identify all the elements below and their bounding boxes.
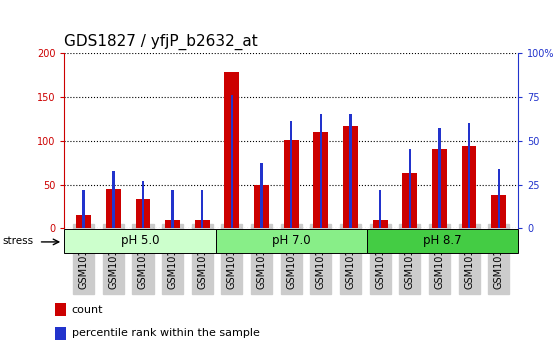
Text: pH 7.0: pH 7.0 (272, 234, 310, 247)
Text: GDS1827 / yfjP_b2632_at: GDS1827 / yfjP_b2632_at (64, 34, 258, 50)
Text: stress: stress (3, 236, 34, 246)
Bar (171, 190, 174, 228)
Text: percentile rank within the sample: percentile rank within the sample (72, 329, 260, 338)
Bar (468, 123, 470, 228)
Bar (349, 114, 352, 228)
Text: pH 5.0: pH 5.0 (121, 234, 159, 247)
Bar (231, 95, 233, 228)
Bar (409, 149, 411, 228)
Bar (201, 190, 203, 228)
Bar (373, 219, 388, 228)
Bar (55, 303, 66, 316)
Bar (438, 129, 441, 228)
Bar (367, 229, 518, 253)
Bar (82, 190, 85, 228)
Bar (343, 126, 358, 228)
Bar (55, 327, 66, 340)
Bar (432, 149, 447, 228)
Bar (216, 229, 367, 253)
Bar (225, 72, 239, 228)
Bar (254, 185, 269, 228)
Bar (165, 219, 180, 228)
Bar (112, 171, 114, 228)
Bar (195, 219, 209, 228)
Bar (320, 114, 322, 228)
Bar (497, 169, 500, 228)
Bar (64, 229, 216, 253)
Bar (403, 173, 417, 228)
Bar (290, 121, 292, 228)
Text: count: count (72, 304, 103, 314)
Bar (260, 164, 263, 228)
Bar (106, 189, 121, 228)
Bar (379, 190, 381, 228)
Bar (142, 181, 144, 228)
Bar (136, 199, 151, 228)
Bar (461, 146, 477, 228)
Bar (76, 215, 91, 228)
Bar (284, 140, 298, 228)
Text: pH 8.7: pH 8.7 (423, 234, 461, 247)
Bar (491, 195, 506, 228)
Bar (314, 132, 328, 228)
